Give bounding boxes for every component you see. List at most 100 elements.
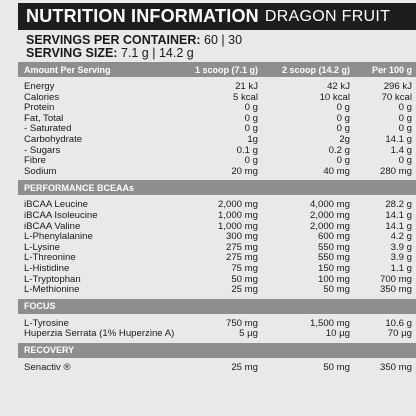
row-label: L-Threonine [24, 252, 76, 264]
table-row: L-Lysine 275 mg 550 mg 3.9 g [18, 241, 416, 254]
row-per-100g: 1.1 g [390, 262, 412, 274]
serving-size: SERVING SIZE: 7.1 g | 14.2 g [26, 46, 194, 60]
row-1-scoop: 0 g [244, 112, 258, 124]
row-label: - Sugars [24, 144, 61, 156]
row-2-scoop: 0 g [336, 123, 350, 135]
row-per-100g: 14.1 g [385, 209, 412, 221]
header-1-scoop: 1 scoop (7.1 g) [194, 64, 258, 75]
table-row: L-Tyrosine 750 mg 1,500 mg 10.6 g [18, 317, 416, 330]
row-per-100g: 70 µg [387, 328, 412, 340]
row-2-scoop: 10 µg [325, 328, 350, 340]
section-header: RECOVERY [18, 342, 416, 358]
row-label: L-Methionine [24, 284, 80, 296]
row-2-scoop: 150 mg [318, 262, 350, 274]
row-2-scoop: 0 g [336, 112, 350, 124]
header-per-100g: Per 100 g [371, 64, 412, 75]
servings-per-container: SERVINGS PER CONTAINER: 60 | 30 [26, 33, 242, 47]
row-label: Fibre [24, 155, 46, 167]
section-header: PERFORMANCE BCEAAs [18, 180, 416, 196]
row-label: Carbohydrate [24, 133, 83, 145]
table-row: L-Methionine 25 mg 50 mg 350 mg [18, 284, 416, 296]
row-2-scoop: 50 mg [323, 284, 350, 296]
serving-size-label: SERVING SIZE: [26, 46, 118, 60]
table-row: iBCAA Leucine 2,000 mg 4,000 mg 28.2 g [18, 200, 416, 211]
row-2-scoop: 10 kcal [319, 91, 350, 103]
title-flavour: DRAGON FRUIT [264, 7, 391, 25]
section-block: L-Tyrosine 750 mg 1,500 mg 10.6 g Huperzia S… [18, 314, 416, 343]
row-per-100g: 296 kJ [383, 81, 412, 92]
row-1-scoop: 21 kJ [235, 81, 258, 92]
row-2-scoop: 550 mg [318, 241, 350, 253]
row-2-scoop: 0 g [336, 102, 350, 114]
section-block: Senactiv ® 25 mg 50 mg 350 mg [18, 358, 416, 377]
table-row: iBCAA Valine 1,000 mg 2,000 mg 14.1 g [18, 220, 416, 233]
row-label: Huperzia Serrata (1% Huperzine A) [24, 328, 175, 340]
row-2-scoop: 550 mg [318, 252, 350, 264]
row-1-scoop: 750 mg [226, 317, 258, 329]
row-1-scoop: 25 mg [231, 284, 258, 296]
row-1-scoop: 0 g [244, 155, 258, 167]
row-1-scoop: 275 mg [226, 252, 258, 264]
row-2-scoop: 2,000 mg [309, 220, 350, 232]
row-per-100g: 4.2 g [390, 231, 412, 243]
row-label: iBCAA Leucine [24, 199, 88, 211]
table-row: Huperzia Serrata (1% Huperzine A) 5 µg 10 … [18, 329, 416, 340]
row-1-scoop: 5 kcal [232, 91, 258, 103]
servings-per-container-label: SERVINGS PER CONTAINER: [26, 33, 201, 47]
row-label: L-Lysine [24, 241, 60, 253]
row-2-scoop: 0 g [336, 155, 350, 167]
section-header: FOCUS [18, 298, 416, 314]
table-row: Fibre 0 g 0 g 0 g [18, 156, 416, 167]
table-header: Amount Per Serving 1 scoop (7.1 g) 2 sco… [18, 62, 416, 77]
row-1-scoop: 20 mg [231, 165, 258, 177]
row-per-100g: 0 g [398, 123, 412, 135]
table-row: L-Tryptophan 50 mg 100 mg 700 mg [18, 273, 416, 286]
row-per-100g: 350 mg [380, 284, 412, 296]
row-1-scoop: 2,000 mg [217, 199, 258, 211]
row-1-scoop: 275 mg [226, 241, 258, 253]
table-row: - Saturated 0 g 0 g 0 g [18, 124, 416, 135]
header-amount: Amount Per Serving [24, 64, 111, 75]
title-banner: NUTRITION INFORMATION DRAGON FRUIT [0, 0, 416, 30]
servings-per-container-value: 60 | 30 [204, 33, 243, 47]
nutrition-block: Energy 21 kJ 42 kJ 296 kJ Calories 5 kcal 10 k… [18, 77, 416, 180]
row-2-scoop: 40 mg [323, 165, 350, 177]
row-2-scoop: 600 mg [318, 231, 350, 243]
row-1-scoop: 1,000 mg [217, 220, 258, 232]
row-label: iBCAA Isoleucine [24, 209, 98, 221]
row-2-scoop: 0.2 g [328, 144, 350, 156]
row-2-scoop: 50 mg [323, 361, 350, 373]
row-per-100g: 3.9 g [390, 241, 412, 253]
row-per-100g: 350 mg [380, 361, 412, 373]
row-1-scoop: 0.1 g [236, 144, 258, 156]
row-1-scoop: 0 g [244, 102, 258, 114]
row-per-100g: 14.1 g [385, 133, 412, 145]
row-1-scoop: 300 mg [226, 231, 258, 243]
row-1-scoop: 1g [247, 133, 258, 145]
row-per-100g: 14.1 g [385, 220, 412, 232]
row-label: Energy [24, 81, 55, 92]
row-label: L-Tryptophan [24, 273, 81, 285]
row-per-100g: 700 mg [380, 273, 412, 285]
row-label: Sodium [24, 165, 57, 177]
table-row: L-Threonine 275 mg 550 mg 3.9 g [18, 253, 416, 264]
row-2-scoop: 4,000 mg [309, 199, 350, 211]
row-1-scoop: 0 g [244, 123, 258, 135]
header-2-scoop: 2 scoop (14.2 g) [281, 64, 350, 75]
title-main: NUTRITION INFORMATION [26, 6, 259, 26]
table-row: iBCAA Isoleucine 1,000 mg 2,000 mg 14.1 g [18, 209, 416, 222]
table-row: Protein 0 g 0 g 0 g [18, 103, 416, 114]
row-label: iBCAA Valine [24, 220, 81, 232]
row-per-100g: 10.6 g [385, 317, 412, 329]
row-per-100g: 280 mg [380, 165, 412, 177]
nutrition-table: Amount Per Serving 1 scoop (7.1 g) 2 sco… [18, 62, 416, 376]
row-label: L-Tyrosine [24, 317, 69, 329]
row-label: L-Phenylalanine [24, 231, 93, 243]
row-2-scoop: 1,500 mg [309, 317, 350, 329]
serving-size-value: 7.1 g | 14.2 g [120, 46, 194, 60]
row-1-scoop: 50 mg [231, 273, 258, 285]
row-1-scoop: 25 mg [231, 361, 258, 373]
row-label: Protein [24, 102, 55, 114]
title-bar: NUTRITION INFORMATION DRAGON FRUIT [18, 3, 416, 30]
section-block: iBCAA Leucine 2,000 mg 4,000 mg 28.2 g iBCAA… [18, 195, 416, 298]
